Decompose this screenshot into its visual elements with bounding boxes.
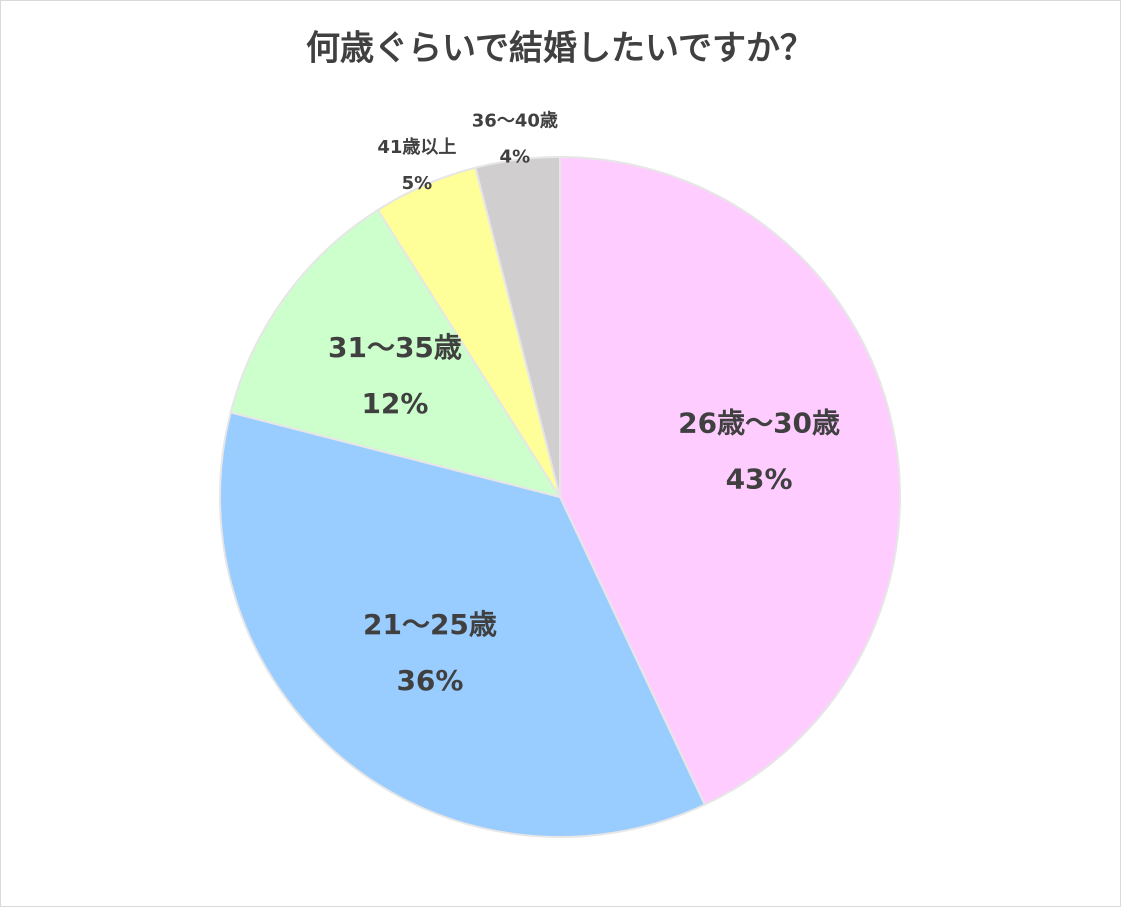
data-label-category: 31～35歳 (328, 331, 462, 364)
pie-slice (474, 155, 561, 498)
pie-slice (559, 155, 901, 806)
data-label-category: 26歳～30歳 (678, 406, 840, 439)
data-label-category: 21～25歳 (363, 608, 497, 641)
data-label-value: 36% (396, 664, 463, 697)
data-label-category: 36～40歳 (472, 110, 558, 131)
data-label-value: 12% (361, 387, 428, 420)
data-label-value: 4% (500, 146, 531, 167)
pie-slice (219, 411, 707, 838)
data-label-value: 43% (726, 462, 793, 495)
pie-slice (229, 208, 563, 499)
data-label-category: 41歳以上 (377, 137, 456, 158)
chart-title: 何歳ぐらいで結婚したいですか？ (306, 29, 814, 69)
data-label-value: 5% (402, 173, 433, 194)
